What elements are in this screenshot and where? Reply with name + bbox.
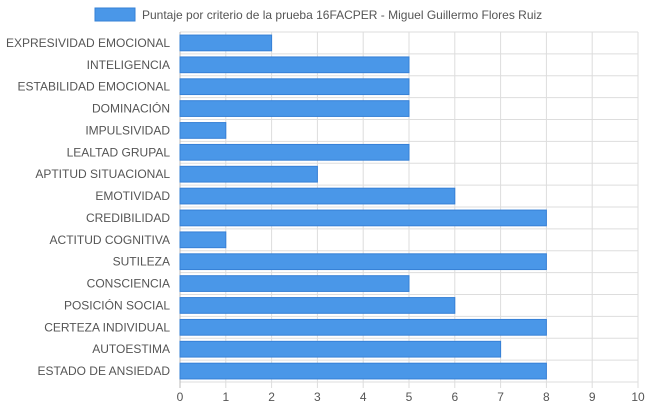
category-label: CERTEZA INDIVIDUAL xyxy=(44,320,170,334)
x-tick-label: 5 xyxy=(406,390,413,404)
category-label: EXPRESIVIDAD EMOCIONAL xyxy=(6,36,170,50)
bar[interactable] xyxy=(179,340,502,358)
bar[interactable] xyxy=(179,231,227,249)
bar[interactable] xyxy=(179,56,410,74)
bar[interactable] xyxy=(179,209,547,227)
category-label: CREDIBILIDAD xyxy=(86,211,170,225)
legend-label: Puntaje por criterio de la prueba 16FACP… xyxy=(142,8,542,22)
bar[interactable] xyxy=(179,318,547,336)
bar[interactable] xyxy=(179,165,318,183)
x-tick-label: 9 xyxy=(589,390,596,404)
category-label: ESTADO DE ANSIEDAD xyxy=(38,364,171,378)
category-labels: EXPRESIVIDAD EMOCIONAL INTELIGENCIA ESTABI… xyxy=(6,36,170,378)
bar[interactable] xyxy=(179,297,456,314)
category-label: ESTABILIDAD EMOCIONAL xyxy=(18,80,171,94)
bar[interactable] xyxy=(179,122,227,139)
bar[interactable] xyxy=(179,275,410,292)
bar[interactable] xyxy=(179,362,547,380)
legend-swatch xyxy=(94,7,136,22)
category-label: INTELIGENCIA xyxy=(87,58,170,72)
category-label: LEALTAD GRUPAL xyxy=(67,145,171,159)
category-label: IMPULSIVIDAD xyxy=(85,123,170,137)
bar[interactable] xyxy=(179,78,410,96)
bar[interactable] xyxy=(179,143,410,161)
x-tick-label: 10 xyxy=(631,390,645,404)
bar[interactable] xyxy=(179,34,273,52)
bar[interactable] xyxy=(179,187,456,205)
bars xyxy=(179,34,547,380)
x-tick-label: 1 xyxy=(222,390,229,404)
x-tick-label: 7 xyxy=(497,390,504,404)
category-label: EMOTIVIDAD xyxy=(95,189,170,203)
x-tick-label: 0 xyxy=(177,390,184,404)
category-label: POSICIÓN SOCIAL xyxy=(64,297,170,312)
category-label: AUTOESTIMA xyxy=(92,342,170,356)
category-label: ACTITUD COGNITIVA xyxy=(50,233,170,247)
bar[interactable] xyxy=(179,253,547,271)
x-tick-label: 4 xyxy=(360,390,367,404)
legend[interactable]: Puntaje por criterio de la prueba 16FACP… xyxy=(94,7,542,22)
category-label: CONSCIENCIA xyxy=(87,277,170,291)
x-tick-label: 2 xyxy=(268,390,275,404)
x-tick-label: 6 xyxy=(451,390,458,404)
x-tick-label: 3 xyxy=(314,390,321,404)
category-label: DOMINACIÓN xyxy=(92,101,170,116)
x-tick-label: 8 xyxy=(543,390,550,404)
category-label: APTITUD SITUACIONAL xyxy=(35,167,170,181)
category-label: SUTILEZA xyxy=(113,255,170,269)
bar[interactable] xyxy=(179,100,410,117)
x-axis-tick-labels: 0 1 2 3 4 5 6 7 8 9 10 xyxy=(177,390,645,404)
